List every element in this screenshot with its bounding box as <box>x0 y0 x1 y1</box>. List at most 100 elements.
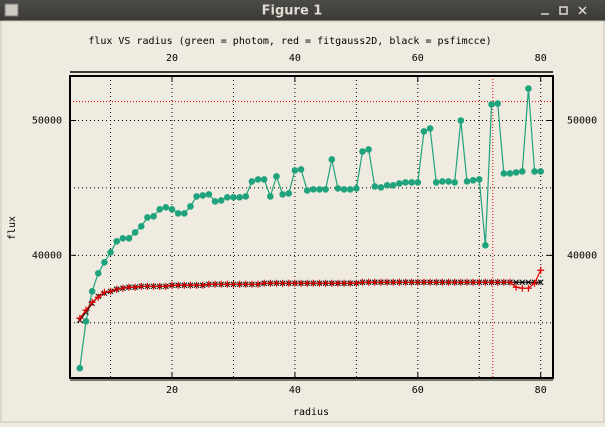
point <box>328 279 336 287</box>
point <box>230 194 237 201</box>
point <box>408 278 416 286</box>
point <box>131 283 139 291</box>
point <box>525 279 532 286</box>
point <box>76 364 84 372</box>
point <box>100 288 108 296</box>
x-axis-label: radius <box>293 407 329 418</box>
point <box>451 179 458 186</box>
point <box>451 278 459 286</box>
point <box>396 180 403 187</box>
plot-frame <box>69 75 554 379</box>
point <box>266 279 274 287</box>
point <box>291 167 299 174</box>
point <box>303 187 311 194</box>
point <box>260 279 268 287</box>
point <box>279 191 286 198</box>
point <box>500 278 508 286</box>
close-button[interactable] <box>578 6 587 15</box>
point <box>426 278 434 286</box>
point <box>242 193 250 200</box>
point <box>402 278 410 286</box>
point <box>377 184 385 191</box>
point <box>260 176 268 183</box>
point <box>144 214 151 221</box>
point <box>365 146 372 153</box>
point <box>150 282 158 290</box>
point <box>432 179 440 186</box>
point <box>519 279 526 286</box>
point <box>162 282 170 290</box>
point <box>513 279 519 286</box>
point <box>168 206 176 213</box>
point <box>199 192 207 199</box>
point <box>353 185 360 192</box>
title-bar <box>0 0 605 21</box>
point <box>537 279 544 286</box>
point <box>113 237 121 245</box>
window-title: Figure 1 <box>262 4 323 19</box>
point <box>352 279 360 287</box>
point <box>273 173 280 180</box>
point <box>426 125 434 132</box>
chart-title: flux VS radius (green = photom, red = fi… <box>88 36 491 47</box>
point <box>316 186 323 193</box>
point <box>371 183 379 190</box>
maximize-button[interactable] <box>559 6 568 15</box>
point <box>193 193 200 200</box>
point <box>143 282 151 290</box>
point <box>137 282 145 290</box>
point <box>156 282 164 290</box>
point <box>420 128 428 135</box>
x-tick-label-top: 60 <box>412 53 424 64</box>
point <box>88 298 96 306</box>
point <box>199 281 207 289</box>
point <box>310 186 317 193</box>
point <box>125 235 133 242</box>
point <box>525 85 532 92</box>
point <box>506 278 514 286</box>
point <box>168 281 176 289</box>
x-tick-label-top: 40 <box>289 53 301 64</box>
point <box>174 281 182 289</box>
point <box>229 280 237 288</box>
point <box>500 170 508 177</box>
point <box>432 278 440 286</box>
point <box>414 278 422 286</box>
point <box>340 186 348 193</box>
point <box>236 280 244 288</box>
point <box>377 278 385 286</box>
point <box>82 306 90 314</box>
point <box>150 213 157 220</box>
point <box>88 288 96 295</box>
figure-canvas <box>0 20 605 423</box>
point <box>187 203 194 210</box>
x-tick-label-top: 80 <box>535 53 547 64</box>
point <box>107 249 114 256</box>
point <box>248 280 256 288</box>
point <box>101 259 108 266</box>
point <box>537 168 545 175</box>
point <box>205 280 213 288</box>
point <box>359 148 366 155</box>
point <box>371 278 379 286</box>
point <box>512 283 520 291</box>
point <box>186 281 194 289</box>
point <box>383 278 391 286</box>
point <box>119 235 127 242</box>
point <box>408 179 415 186</box>
point <box>309 279 317 287</box>
point <box>389 182 397 189</box>
point <box>438 278 446 286</box>
point <box>217 280 225 288</box>
app-icon <box>4 3 19 17</box>
point <box>162 204 170 211</box>
point <box>420 278 428 286</box>
point <box>414 179 422 186</box>
point <box>469 278 477 286</box>
point <box>402 179 409 186</box>
point <box>346 186 354 193</box>
point <box>328 156 336 163</box>
point <box>193 281 201 289</box>
y-axis-label: flux <box>7 216 18 240</box>
